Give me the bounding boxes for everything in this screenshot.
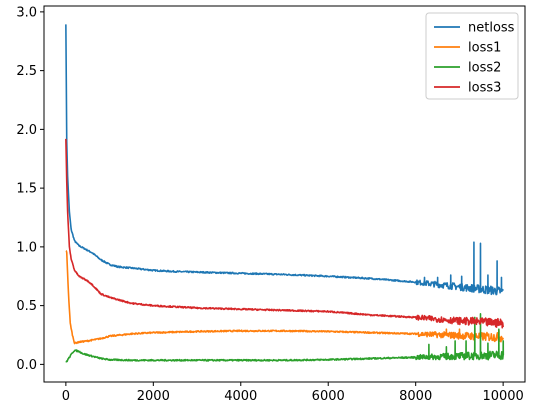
series-line-loss1 xyxy=(65,250,504,345)
x-tick-label: 0 xyxy=(62,389,70,404)
y-tick-label: 0.5 xyxy=(16,299,37,314)
y-tick-label: 1.5 xyxy=(16,182,37,197)
series-line-loss3 xyxy=(65,138,504,329)
x-tick-label: 4000 xyxy=(224,389,257,404)
legend-label-loss1: loss1 xyxy=(468,41,501,56)
plot-frame xyxy=(43,5,526,383)
x-tick-label: 10000 xyxy=(482,389,523,404)
y-tick-label: 2.0 xyxy=(16,123,37,138)
legend-label-loss3: loss3 xyxy=(468,81,501,96)
legend-label-netloss: netloss xyxy=(468,21,515,36)
x-tick-label: 2000 xyxy=(137,389,170,404)
legend: netloss loss1 loss2 loss3 xyxy=(425,12,519,100)
y-tick-label: 0.0 xyxy=(16,358,37,373)
series-layer xyxy=(65,24,505,363)
y-tick-label: 1.0 xyxy=(16,240,37,255)
y-tick-label: 3.0 xyxy=(16,5,37,20)
x-tick-label: 6000 xyxy=(312,389,345,404)
x-tick-label: 8000 xyxy=(399,389,432,404)
y-axis: 0.0 0.5 1.0 1.5 2.0 2.5 3.0 xyxy=(16,5,44,373)
y-tick-label: 2.5 xyxy=(16,64,37,79)
x-axis: 0 2000 4000 6000 8000 10000 xyxy=(62,382,524,404)
legend-box xyxy=(425,12,519,100)
legend-label-loss2: loss2 xyxy=(468,61,501,76)
series-line-loss2 xyxy=(65,313,505,363)
series-line-netloss xyxy=(65,24,504,296)
